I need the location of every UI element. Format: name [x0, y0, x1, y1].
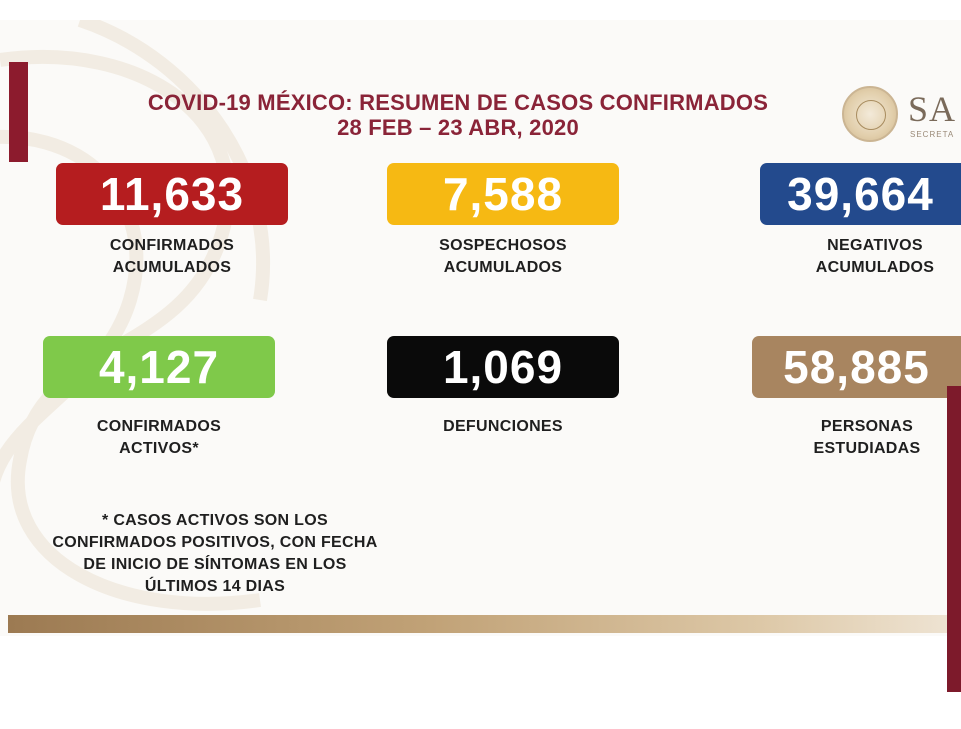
stat-label-line: PERSONAS — [820, 418, 914, 435]
stat-label-line: DEFUNCIONES — [443, 418, 563, 435]
stat-label-sospechosos-acumulados: SOSPECHOSOS ACUMULADOS — [387, 235, 619, 279]
stat-label-line: ACUMULADOS — [443, 259, 563, 276]
stat-box-personas-estudiadas: 58,885 — [752, 336, 961, 398]
logo-subtext: SECRETA — [910, 130, 955, 139]
logo-text: SA — [908, 89, 957, 129]
stat-label-personas-estudiadas: PERSONAS ESTUDIADAS — [767, 416, 961, 460]
stat-label-confirmados-activos: CONFIRMADOS ACTIVOS* — [43, 416, 275, 460]
right-accent-bar — [947, 386, 961, 692]
stat-label-line: ACUMULADOS — [112, 259, 232, 276]
stat-label-line: ESTUDIADAS — [813, 440, 921, 457]
stat-label-line: ACTIVOS* — [119, 440, 199, 457]
footnote-line: DE INICIO DE SÍNTOMAS EN LOS — [83, 556, 347, 573]
footnote-line: ÚLTIMOS 14 DIAS — [144, 578, 286, 595]
title-line-2: 28 FEB – 23 ABR, 2020 — [337, 115, 579, 140]
stat-label-line: SOSPECHOSOS — [439, 237, 567, 254]
footnote-line: CONFIRMADOS POSITIVOS, CON FECHA — [52, 534, 378, 551]
stat-box-negativos-acumulados: 39,664 — [760, 163, 961, 225]
footnote: * CASOS ACTIVOS SON LOS CONFIRMADOS POSI… — [20, 510, 410, 598]
gold-divider — [8, 615, 948, 633]
stat-box-sospechosos-acumulados: 7,588 — [387, 163, 619, 225]
left-accent-bar — [9, 62, 28, 162]
stat-label-negativos-acumulados: NEGATIVOS ACUMULADOS — [775, 235, 961, 279]
page-title: COVID-19 MÉXICO: RESUMEN DE CASOS CONFIR… — [100, 90, 816, 140]
stat-box-confirmados-activos: 4,127 — [43, 336, 275, 398]
slide: COVID-19 MÉXICO: RESUMEN DE CASOS CONFIR… — [0, 20, 961, 636]
title-line-1: COVID-19 MÉXICO: RESUMEN DE CASOS CONFIR… — [147, 90, 769, 115]
stat-label-line: ACUMULADOS — [815, 259, 935, 276]
stat-label-defunciones: DEFUNCIONES — [387, 416, 619, 438]
footnote-line: * CASOS ACTIVOS SON LOS — [102, 512, 328, 529]
stat-label-line: CONFIRMADOS — [109, 237, 235, 254]
stat-label-line: CONFIRMADOS — [96, 418, 222, 435]
stat-box-defunciones: 1,069 — [387, 336, 619, 398]
eagle-seal-icon — [842, 86, 898, 142]
stat-label-confirmados-acumulados: CONFIRMADOS ACUMULADOS — [56, 235, 288, 279]
stat-box-confirmados-acumulados: 11,633 — [56, 163, 288, 225]
ministry-logo: SA SECRETA — [842, 86, 961, 146]
stat-label-line: NEGATIVOS — [827, 237, 923, 254]
